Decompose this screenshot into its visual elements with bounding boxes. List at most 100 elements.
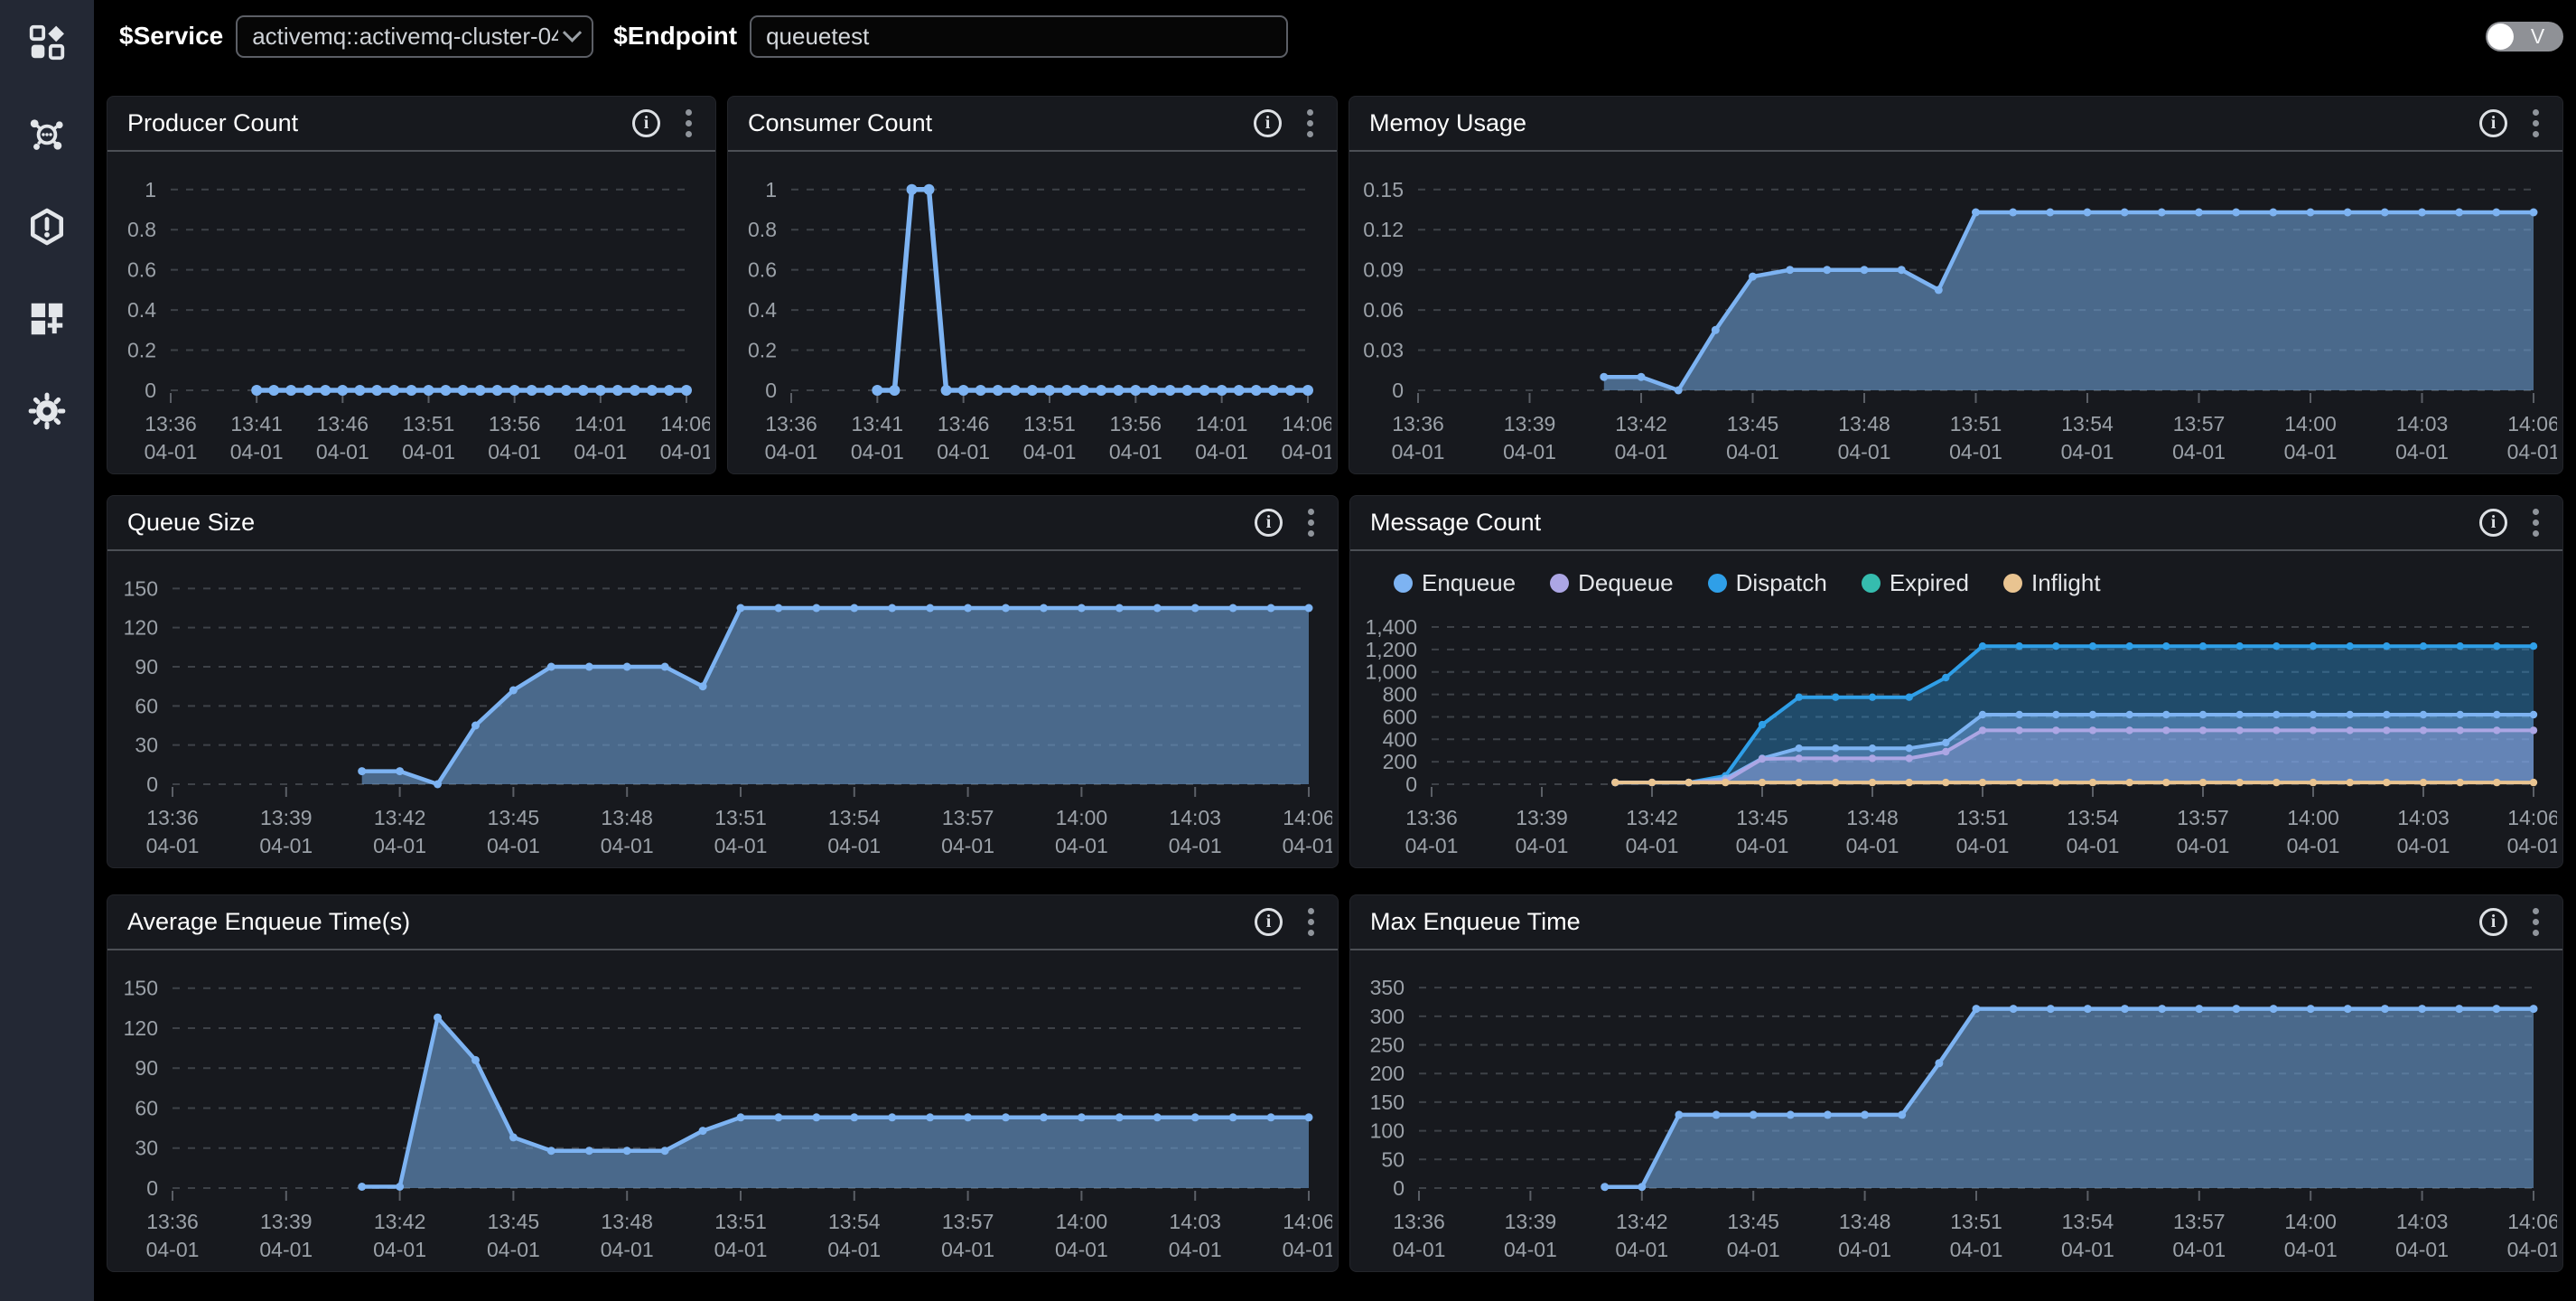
kebab-menu-icon[interactable]: [1302, 904, 1320, 940]
svg-text:14:03: 14:03: [1169, 1210, 1221, 1233]
info-icon[interactable]: i: [632, 109, 660, 137]
legend-color-chip-icon: [1707, 574, 1727, 593]
sidebar-item-topology[interactable]: [26, 116, 68, 157]
topbar: $Service activemq::activemq-cluster-040 …: [94, 0, 2576, 72]
svg-text:04-01: 04-01: [1405, 834, 1459, 857]
panel-body: 350 300 250 200 150 100 50 0 13:36 04-01 13:39 04-0…: [1350, 950, 2562, 1271]
svg-text:13:36: 13:36: [1405, 806, 1458, 829]
svg-text:13:51: 13:51: [714, 1210, 767, 1233]
legend-item-expired[interactable]: Expired: [1861, 569, 1969, 597]
info-icon[interactable]: i: [2479, 908, 2507, 936]
svg-text:0.2: 0.2: [127, 339, 156, 362]
kebab-menu-icon[interactable]: [2527, 106, 2544, 141]
panel-header-memoy-usage: Memoy Usage i: [1349, 97, 2562, 152]
svg-text:04-01: 04-01: [601, 1238, 654, 1261]
endpoint-input[interactable]: [750, 14, 1289, 58]
service-select[interactable]: activemq::activemq-cluster-040: [236, 14, 594, 58]
info-icon[interactable]: i: [2479, 109, 2507, 137]
chart-producer-count[interactable]: 1 0.8 0.6 0.4 0.2 0 13:36 04-01 13:41 04-01 13:46 0…: [115, 157, 710, 472]
panel-title: Consumer Count: [748, 109, 933, 136]
svg-text:13:45: 13:45: [1727, 1210, 1779, 1233]
chart-max-enqueue-time[interactable]: 350 300 250 200 150 100 50 0 13:36 04-01 13:39 04-0…: [1358, 956, 2557, 1269]
svg-text:14:06: 14:06: [660, 412, 710, 435]
svg-text:13:57: 13:57: [2177, 806, 2229, 829]
dashboard-content: Producer Count i 1 0.8 0.6 0.4 0.2 0 13:36 04-01 1…: [94, 72, 2576, 1272]
sidebar-item-settings[interactable]: [26, 392, 68, 434]
svg-text:04-01: 04-01: [1055, 834, 1108, 857]
kebab-menu-icon[interactable]: [2527, 505, 2544, 540]
add-panel-icon: [26, 298, 68, 344]
svg-text:04-01: 04-01: [1615, 1238, 1668, 1261]
svg-text:13:57: 13:57: [942, 1210, 994, 1233]
chart-consumer-count[interactable]: 1 0.8 0.6 0.4 0.2 0 13:36 04-01 13:41 04-01 13:46 0…: [735, 157, 1331, 472]
svg-text:04-01: 04-01: [2067, 834, 2120, 857]
info-icon[interactable]: i: [1255, 908, 1283, 936]
legend-item-enqueue[interactable]: Enqueue: [1394, 569, 1516, 597]
chart-queue-size[interactable]: 150 120 90 60 30 0 13:36 04-01 13:39 04-01 13:42 04…: [115, 557, 1332, 866]
svg-text:04-01: 04-01: [1282, 440, 1331, 463]
panel-row-3: Average Enqueue Time(s) i 150 120 90 60 30 0 13:…: [107, 894, 2563, 1272]
chart-memoy-usage[interactable]: 0.15 0.12 0.09 0.06 0.03 0 13:36 04-01 13:39 04-0…: [1357, 157, 2557, 472]
svg-text:0: 0: [146, 772, 158, 796]
svg-text:600: 600: [1383, 705, 1417, 728]
svg-text:0.8: 0.8: [748, 218, 777, 241]
svg-text:04-01: 04-01: [941, 1238, 994, 1261]
chart-average-enqueue-time[interactable]: 150 120 90 60 30 0 13:36 04-01 13:39 04-01 13:42 04…: [115, 956, 1332, 1269]
svg-text:30: 30: [135, 1137, 158, 1160]
info-icon[interactable]: i: [1255, 509, 1283, 537]
svg-text:13:51: 13:51: [403, 412, 455, 435]
svg-text:60: 60: [135, 1096, 158, 1119]
svg-text:13:45: 13:45: [488, 1210, 540, 1233]
svg-text:13:36: 13:36: [146, 1210, 199, 1233]
kebab-menu-icon[interactable]: [1302, 106, 1319, 141]
svg-text:14:03: 14:03: [2396, 1210, 2449, 1233]
legend-label: Inflight: [2030, 569, 2101, 596]
info-icon[interactable]: i: [1254, 109, 1282, 137]
svg-text:14:00: 14:00: [2284, 412, 2337, 435]
svg-text:1: 1: [765, 178, 777, 201]
kebab-menu-icon[interactable]: [680, 106, 697, 141]
legend-item-dispatch[interactable]: Dispatch: [1707, 569, 1827, 597]
info-icon[interactable]: i: [2479, 509, 2507, 537]
svg-text:13:51: 13:51: [1023, 412, 1076, 435]
svg-text:200: 200: [1383, 750, 1417, 773]
panel-body: 150 120 90 60 30 0 13:36 04-01 13:39 04-01 13:42 04…: [107, 950, 1338, 1271]
svg-text:0.09: 0.09: [1363, 258, 1404, 282]
legend-label: Expired: [1889, 569, 1969, 596]
svg-text:04-01: 04-01: [259, 1238, 313, 1261]
svg-text:04-01: 04-01: [827, 834, 881, 857]
svg-text:14:03: 14:03: [1169, 806, 1221, 829]
panel-header-producer-count: Producer Count i: [107, 97, 715, 152]
svg-text:04-01: 04-01: [2397, 834, 2450, 857]
svg-text:04-01: 04-01: [2507, 440, 2557, 463]
service-variable-label: $Service: [119, 22, 224, 50]
svg-text:0: 0: [146, 1176, 158, 1200]
panel-memoy-usage: Memoy Usage i 0.15 0.12 0.09 0.06 0.03 0 13:36 04…: [1349, 96, 2563, 474]
svg-text:04-01: 04-01: [146, 834, 200, 857]
topology-icon: [26, 114, 68, 160]
svg-text:13:36: 13:36: [146, 806, 199, 829]
svg-text:13:57: 13:57: [942, 806, 994, 829]
svg-text:1,000: 1,000: [1365, 660, 1417, 684]
svg-text:04-01: 04-01: [2061, 440, 2114, 463]
alert-hexagon-icon: [26, 206, 68, 252]
svg-text:150: 150: [124, 977, 158, 1000]
kebab-menu-icon[interactable]: [1302, 505, 1320, 540]
kebab-menu-icon[interactable]: [2527, 904, 2544, 940]
svg-text:04-01: 04-01: [146, 1238, 200, 1261]
svg-text:13:41: 13:41: [852, 412, 904, 435]
svg-text:13:46: 13:46: [938, 412, 990, 435]
svg-text:04-01: 04-01: [316, 440, 369, 463]
legend-label: Enqueue: [1422, 569, 1517, 596]
legend-item-inflight[interactable]: Inflight: [2002, 569, 2101, 597]
sidebar-item-add-panel[interactable]: [26, 300, 68, 342]
view-toggle[interactable]: V: [2486, 21, 2563, 51]
panel-queue-size: Queue Size i 150 120 90 60 30 0 13:36 04-01 13:39 0…: [107, 495, 1339, 868]
svg-text:90: 90: [135, 655, 158, 679]
sidebar-item-dashboards[interactable]: [26, 23, 68, 65]
svg-text:60: 60: [135, 694, 158, 717]
sidebar-item-alerts[interactable]: [26, 208, 68, 249]
svg-text:14:06: 14:06: [1283, 1210, 1332, 1233]
legend-item-dequeue[interactable]: Dequeue: [1550, 569, 1674, 597]
